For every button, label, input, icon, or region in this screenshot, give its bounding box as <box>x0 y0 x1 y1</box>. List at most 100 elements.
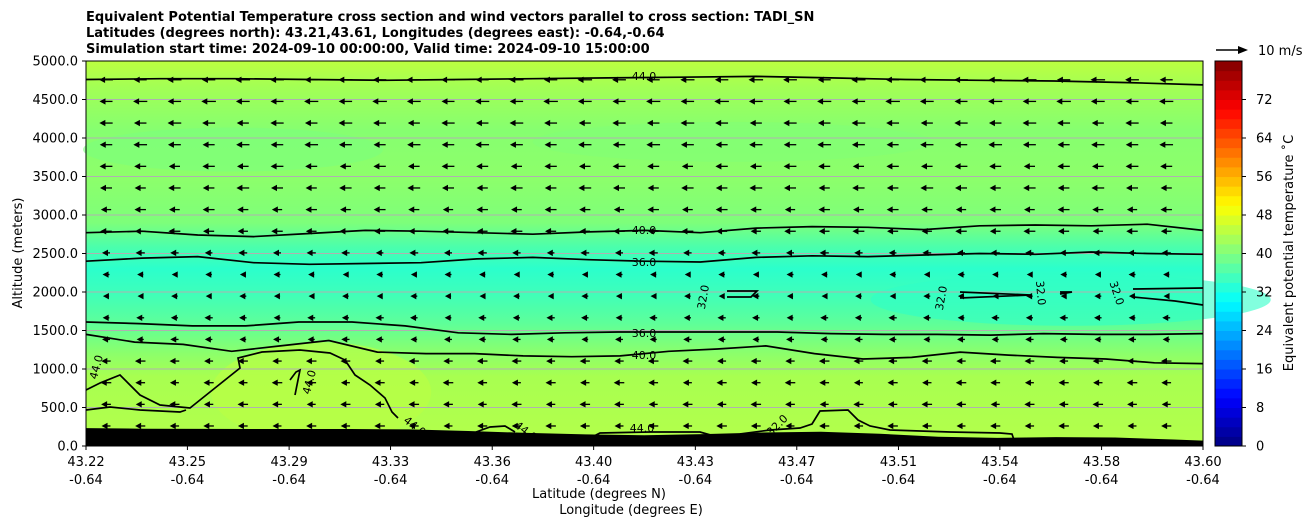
wind-arrow-icon <box>544 184 557 192</box>
wind-arrow-icon <box>170 249 179 257</box>
wind-arrow-icon <box>783 163 797 170</box>
wind-arrow-icon <box>1059 357 1069 365</box>
wind-arrow-icon <box>1126 206 1138 213</box>
contour-line-44 <box>289 368 302 396</box>
x-tick-label-lon: -0.64 <box>983 473 1017 488</box>
wind-arrow-icon <box>271 228 283 235</box>
wind-arrow-icon <box>1125 119 1139 127</box>
colorbar-segment <box>1215 426 1242 437</box>
wind-arrow-icon <box>168 163 180 170</box>
wind-arrow-icon <box>748 76 764 83</box>
contour-label: 32.0 <box>1033 280 1048 306</box>
wind-arrow-icon <box>1024 357 1035 365</box>
y-tick-label: 4500.0 <box>33 93 79 108</box>
chart-title-line-2: Latitudes (degrees north): 43.21,43.61, … <box>86 26 665 41</box>
x-tick-label-lat: 43.43 <box>677 455 714 470</box>
wind-arrow-icon <box>577 98 592 105</box>
wind-arrow-icon <box>511 422 522 430</box>
wind-arrow-icon <box>886 119 900 127</box>
wind-arrow-icon <box>920 119 933 127</box>
colorbar-segment <box>1215 272 1242 283</box>
wind-arrow-icon <box>408 357 419 365</box>
wind-arrow-icon <box>339 184 352 192</box>
wind-arrow-icon <box>1162 314 1171 321</box>
wind-arrow-icon <box>99 98 113 105</box>
wind-arrow-icon <box>375 249 384 257</box>
x-tick-label-lon: -0.64 <box>780 473 814 488</box>
y-tick-label: 1000.0 <box>33 363 79 378</box>
wind-arrow-icon <box>410 292 418 300</box>
wind-arrow-icon <box>989 357 1001 365</box>
wind-arrow-icon <box>237 228 248 235</box>
wind-arrow-icon <box>921 422 932 430</box>
wind-arrow-icon <box>989 184 1001 192</box>
wind-arrow-icon <box>715 184 728 192</box>
wind-arrow-icon <box>785 357 795 365</box>
wind-arrow-icon <box>647 184 659 192</box>
contour-label: 32.0 <box>695 284 712 310</box>
colorbar-segment <box>1215 417 1242 428</box>
wind-arrow-icon <box>444 249 452 257</box>
wind-arrow-icon <box>373 163 386 170</box>
wind-arrow-icon <box>205 271 212 278</box>
y-tick-label: 2500.0 <box>33 247 79 262</box>
wind-arrow-icon <box>512 314 520 321</box>
wind-arrow-icon <box>1024 422 1035 430</box>
wind-arrow-icon <box>851 119 866 127</box>
wind-arrow-icon <box>1162 336 1170 343</box>
wind-arrow-icon <box>167 98 182 105</box>
wind-arrow-icon <box>647 163 660 170</box>
wind-arrow-icon <box>954 98 968 105</box>
wind-arrow-icon <box>1060 271 1067 278</box>
wind-arrow-icon <box>1022 141 1036 148</box>
wind-arrow-icon <box>237 163 249 170</box>
wind-arrow-icon <box>167 119 182 127</box>
wind-arrow-icon <box>1023 228 1036 235</box>
wind-arrow-icon <box>1128 271 1136 278</box>
wind-arrow-icon <box>752 314 760 321</box>
wind-arrow-icon <box>375 336 384 343</box>
wind-arrow-icon <box>750 357 761 365</box>
wind-arrow-icon <box>750 401 762 408</box>
wind-arrow-icon <box>614 357 624 365</box>
wind-arrow-icon <box>373 141 386 148</box>
wind-arrow-icon <box>444 292 452 300</box>
wind-arrow-icon <box>1056 98 1071 105</box>
wind-arrow-icon <box>1092 422 1103 430</box>
wind-arrow-icon <box>510 228 523 235</box>
wind-arrow-icon <box>851 141 865 148</box>
wind-arrow-icon <box>851 98 866 105</box>
wind-arrow-icon <box>819 422 830 430</box>
wind-arrow-icon <box>340 401 351 408</box>
wind-arrow-icon <box>136 314 145 321</box>
wind-arrow-icon <box>647 206 659 213</box>
wind-arrow-icon <box>477 401 487 408</box>
wind-arrow-icon <box>133 98 148 105</box>
wind-arrow-icon <box>578 119 591 127</box>
wind-arrow-icon <box>204 249 213 257</box>
wind-arrow-icon <box>578 141 592 148</box>
wind-arrow-icon <box>923 271 930 278</box>
wind-arrow-icon <box>1024 379 1034 386</box>
wind-arrow-icon <box>1127 401 1137 408</box>
wind-arrow-icon <box>1059 336 1068 343</box>
wind-arrow-icon <box>920 141 934 148</box>
wind-arrow-icon <box>544 119 558 127</box>
wind-arrow-icon <box>444 336 452 343</box>
wind-arrow-icon <box>204 357 214 365</box>
wind-arrow-icon <box>921 163 933 170</box>
x-tick-label-lon: -0.64 <box>475 473 509 488</box>
x-tick-label-lon: -0.64 <box>882 473 916 488</box>
wind-arrow-icon <box>955 206 967 213</box>
wind-arrow-icon <box>818 184 830 192</box>
wind-arrow-icon <box>307 336 315 343</box>
wind-arrow-icon <box>1094 292 1102 300</box>
wind-arrow-icon <box>202 163 215 170</box>
colorbar-segment <box>1215 176 1242 187</box>
wind-arrow-icon <box>817 119 831 127</box>
wind-arrow-icon <box>407 119 420 127</box>
wind-arrow-icon <box>339 163 351 170</box>
wind-arrow-icon <box>547 292 554 300</box>
wind-arrow-icon <box>512 336 521 343</box>
wind-arrow-icon <box>752 336 760 343</box>
